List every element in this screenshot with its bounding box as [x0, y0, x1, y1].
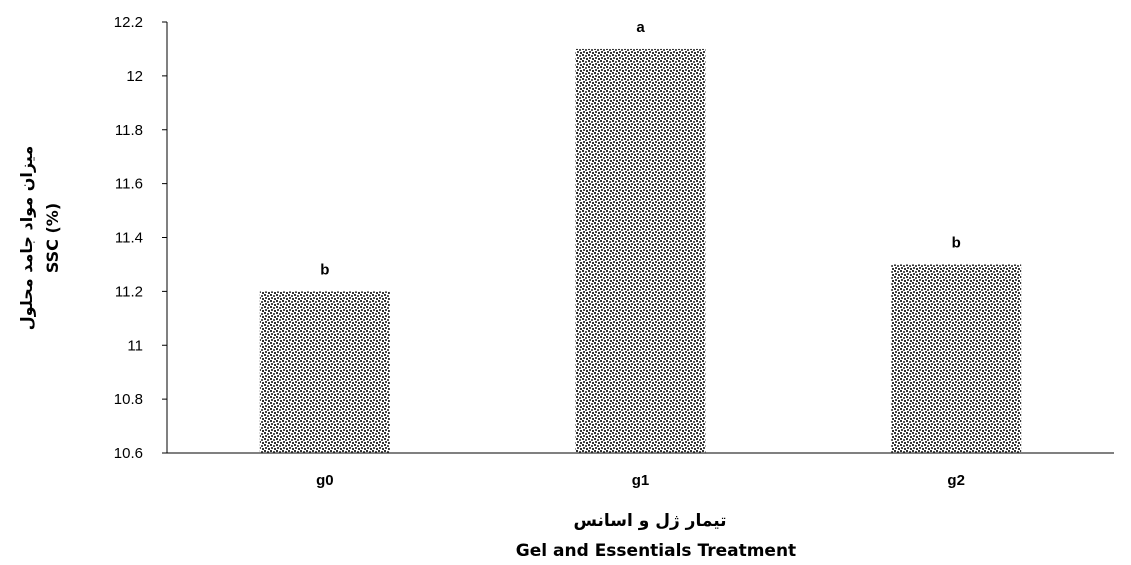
significance-labels-group: b a b [320, 19, 961, 278]
significance-letter: b [320, 261, 329, 278]
y-tick-label: 10.8 [114, 391, 143, 408]
bar-g1 [575, 48, 706, 453]
y-tick-label: 11 [127, 337, 143, 354]
y-axis-title-fa: میزان مواد جامد محلول [17, 146, 36, 330]
bar-g2 [891, 264, 1022, 453]
x-tick-label: g2 [947, 472, 965, 489]
bar-g0 [259, 291, 390, 453]
y-tick-label: 11.2 [115, 283, 143, 300]
y-axis-title-en: SSC (%) [43, 203, 62, 273]
x-tick-label: g0 [316, 472, 334, 489]
y-tick-label: 12.2 [114, 14, 143, 31]
significance-letter: b [952, 234, 961, 251]
y-tick-label: 11.6 [115, 176, 143, 193]
y-tick-label: 10.6 [114, 445, 143, 462]
y-tick-label: 11.8 [115, 122, 143, 139]
x-axis-ticks-group: g0 g1 g2 [316, 472, 965, 489]
x-axis-title-fa: تیمار ژل و اسانس [573, 511, 726, 531]
y-axis-title: میزان مواد جامد محلول SSC (%) [17, 146, 62, 330]
x-axis-title-en: Gel and Essentials Treatment [516, 541, 796, 561]
bars-group [259, 48, 1022, 453]
significance-letter: a [636, 19, 645, 36]
y-tick-label: 11.4 [115, 230, 143, 247]
x-tick-label: g1 [632, 472, 650, 489]
y-tick-label: 12 [126, 68, 143, 85]
y-axis-ticks-group: 10.6 10.8 11 11.2 11.4 11.6 11.8 12 12.2 [114, 14, 167, 462]
